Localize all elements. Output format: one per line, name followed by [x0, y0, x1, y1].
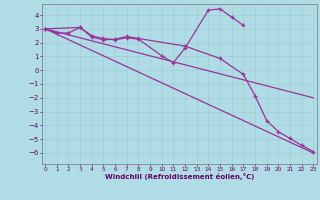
- X-axis label: Windchill (Refroidissement éolien,°C): Windchill (Refroidissement éolien,°C): [105, 173, 254, 180]
